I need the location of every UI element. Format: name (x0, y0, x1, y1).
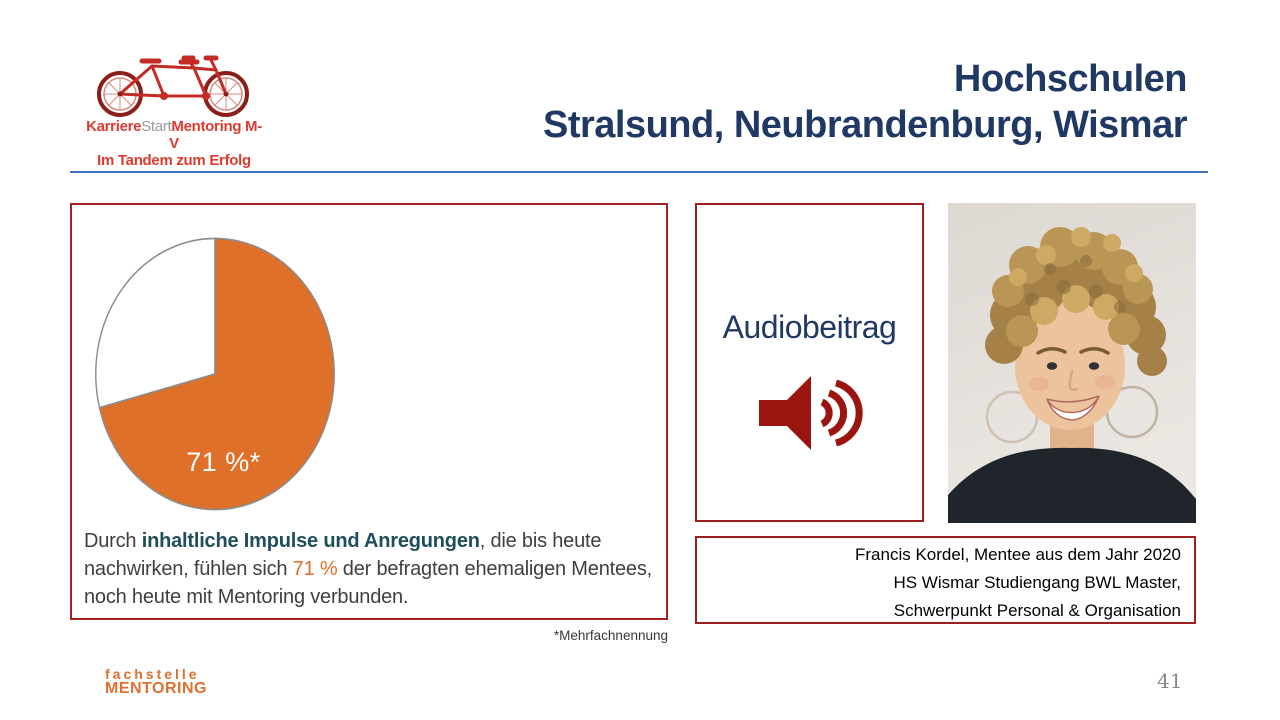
title-line-1: Hochschulen (953, 58, 1188, 100)
pie-slice-main (98, 237, 335, 511)
pie-data-label: 71 %* (186, 447, 261, 477)
karrierestart-logo: KarriereStartMentoring M-V Im Tandem zum… (84, 46, 264, 169)
caption-line-1: Francis Kordel, Mentee aus dem Jahr 2020 (854, 545, 1181, 564)
brand-name: KarriereStartMentoring M-V (86, 118, 262, 152)
speaker-icon[interactable] (751, 370, 869, 456)
footer-brand-line2: MENTORING (105, 680, 207, 697)
brand-tagline: Im Tandem zum Erfolg (97, 152, 251, 169)
page-number: 41 (1157, 669, 1183, 693)
audio-label: Audiobeitrag (722, 309, 897, 345)
pie-chart: 71 %* (91, 233, 339, 515)
audio-panel: Audiobeitrag (695, 203, 924, 522)
footnote: *Mehrfachnennung (553, 628, 668, 643)
title-line-2: Stralsund, Neubrandenburg, Wismar (542, 104, 1188, 146)
header-divider (70, 171, 1208, 173)
pie-slice-rest (95, 237, 216, 409)
survey-panel: 71 %* Durch inhaltliche Impulse und Anre… (70, 203, 668, 620)
portrait-photo (948, 203, 1196, 523)
caption-line-2: HS Wismar Studiengang BWL Master, (893, 573, 1181, 592)
caption-panel: Francis Kordel, Mentee aus dem Jahr 2020… (695, 536, 1196, 624)
caption-line-3: Schwerpunkt Personal & Organisation (893, 601, 1181, 620)
tandem-bike-icon (97, 55, 249, 117)
fachstelle-mentoring-logo: fachstelle MENTORING (105, 667, 207, 697)
slide-title: Hochschulen Stralsund, Neubrandenburg, W… (542, 56, 1188, 148)
pie-chart-svg (95, 237, 335, 511)
survey-text: Durch inhaltliche Impulse und Anregungen… (84, 530, 652, 608)
footer-brand-line1: fachstelle (105, 666, 200, 682)
